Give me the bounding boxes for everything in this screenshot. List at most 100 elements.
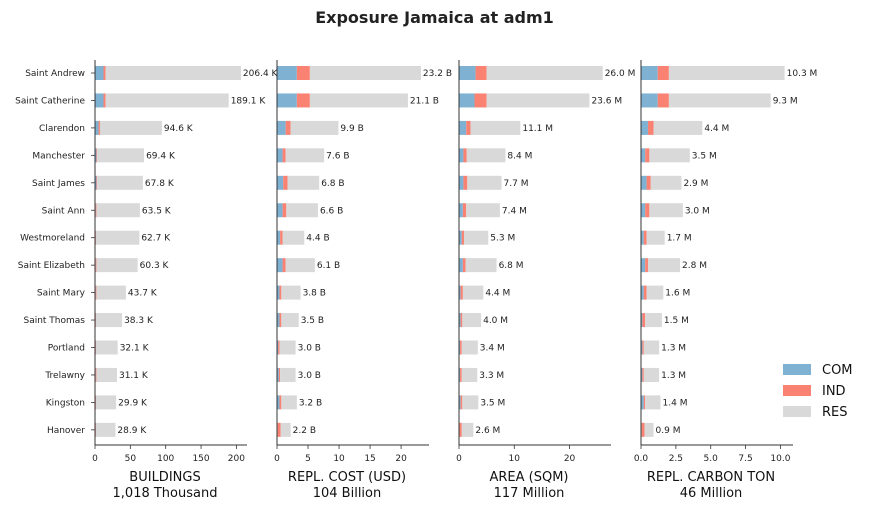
bar-res — [99, 120, 162, 135]
x-tick-label: 150 — [192, 454, 209, 464]
bar-com — [459, 285, 461, 300]
data-label: 2.6 M — [475, 426, 500, 436]
bar-res — [280, 367, 296, 382]
data-label: 1.3 M — [661, 344, 686, 354]
data-label: 1.4 M — [663, 398, 688, 408]
bar-ind — [95, 203, 97, 218]
bar-com — [277, 175, 284, 190]
x-tick-label: 15 — [364, 454, 375, 464]
x-tick-label: 5.0 — [704, 454, 719, 464]
bar-com — [641, 313, 643, 328]
bar-res — [668, 66, 785, 80]
data-label: 32.1 K — [120, 344, 150, 354]
x-tick-label: 10 — [333, 454, 345, 464]
data-label: 94.6 K — [164, 124, 194, 134]
bar-ind — [278, 367, 281, 382]
bar-ind — [643, 285, 647, 300]
category-label: Saint Catherine — [15, 96, 85, 106]
x-tick-label: 0.0 — [634, 454, 649, 464]
bar-ind — [96, 148, 98, 163]
data-label: 9.9 B — [340, 124, 363, 134]
data-label: 3.5 M — [480, 398, 505, 408]
bar-ind — [279, 395, 282, 410]
category-label: Clarendon — [39, 124, 85, 134]
bar-com — [95, 66, 104, 80]
bar-res — [645, 395, 661, 410]
bar-ind — [279, 285, 282, 300]
data-label: 3.0 B — [298, 344, 321, 354]
data-label: 2.8 M — [682, 261, 707, 271]
bar-res — [97, 148, 145, 163]
data-label: 206.4 K — [243, 69, 279, 79]
bar-com — [277, 203, 283, 218]
bar-ind — [462, 203, 467, 218]
bar-ind — [95, 258, 97, 273]
data-label: 3.5 M — [692, 151, 717, 161]
bar-res — [462, 285, 484, 300]
data-label: 7.7 M — [504, 179, 529, 189]
bar-res — [466, 148, 506, 163]
data-label: 3.0 B — [298, 371, 321, 381]
category-label: Portland — [48, 344, 85, 354]
x-axis-label: BUILDINGS — [129, 470, 200, 485]
x-axis-label: REPL. CARBON TON — [647, 470, 775, 485]
data-label: 23.2 B — [423, 69, 452, 79]
bar-ind — [103, 66, 106, 80]
bar-com — [459, 230, 462, 245]
bar-ind — [98, 120, 100, 135]
bar-ind — [277, 422, 281, 437]
legend-label: IND — [822, 384, 846, 399]
bar-res — [647, 258, 681, 273]
bar-com — [459, 93, 475, 108]
bar-com — [641, 230, 644, 245]
bar-ind — [460, 285, 463, 300]
bar-ind — [657, 66, 669, 80]
data-label: 31.1 K — [119, 371, 149, 381]
bar-res — [97, 175, 143, 190]
bar-res — [649, 203, 683, 218]
bar-res — [462, 313, 482, 328]
data-label: 6.8 M — [499, 261, 524, 271]
bar-ind — [474, 93, 487, 108]
bar-ind — [278, 340, 280, 355]
bar-com — [641, 203, 646, 218]
x-tick-label: 0 — [274, 454, 280, 464]
bar-ind — [296, 66, 310, 80]
x-tick-label: 10 — [509, 454, 521, 464]
x-axis-total-label: 104 Billion — [313, 486, 382, 501]
bar-com — [459, 148, 464, 163]
data-label: 1.3 M — [661, 371, 686, 381]
bar-com — [277, 340, 279, 355]
bar-ind — [280, 230, 283, 245]
bar-res — [96, 395, 117, 410]
bar-com — [459, 313, 461, 328]
data-label: 4.4 B — [306, 234, 329, 244]
bar-ind — [282, 203, 287, 218]
bar-res — [96, 203, 140, 218]
bar-ind — [657, 93, 669, 108]
legend-swatch-com — [783, 364, 811, 375]
data-label: 23.6 M — [591, 96, 622, 106]
bar-ind — [282, 148, 286, 163]
category-label: Saint Ann — [42, 206, 85, 216]
bar-res — [96, 313, 123, 328]
data-label: 0.9 M — [656, 426, 681, 436]
data-label: 7.4 M — [502, 206, 527, 216]
data-label: 1.7 M — [667, 234, 692, 244]
bar-res — [96, 285, 126, 300]
chart-title: Exposure Jamaica at adm1 — [315, 8, 554, 27]
data-label: 4.4 M — [485, 289, 510, 299]
bar-ind — [643, 395, 646, 410]
x-tick-label: 20 — [395, 454, 407, 464]
bar-com — [277, 230, 281, 245]
bar-ind — [463, 148, 467, 163]
bar-ind — [641, 422, 645, 437]
bar-com — [277, 258, 283, 273]
bar-res — [461, 367, 478, 382]
bar-ind — [460, 340, 462, 355]
x-axis-label: REPL. COST (USD) — [288, 470, 406, 485]
x-axis-total-label: 117 Million — [494, 486, 565, 501]
bar-res — [486, 93, 590, 108]
bar-res — [279, 340, 296, 355]
